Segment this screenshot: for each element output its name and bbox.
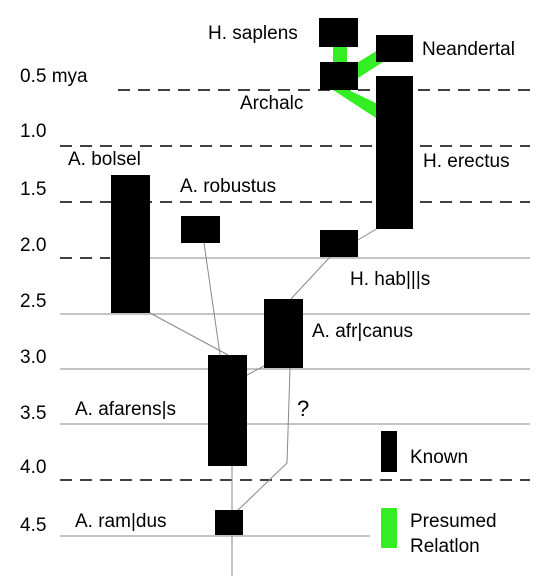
legend-label: Presumed xyxy=(410,511,497,532)
time-label: 3.5 xyxy=(20,403,46,424)
legend-known-swatch xyxy=(381,431,397,472)
taxon-range xyxy=(320,230,358,257)
taxon-range xyxy=(264,299,303,368)
taxon-range xyxy=(181,216,220,243)
unknown-link-mark: ? xyxy=(297,396,309,421)
time-label: 2.5 xyxy=(20,291,46,312)
presumed-link xyxy=(330,86,378,118)
taxon-label: H. erectus xyxy=(423,151,510,172)
legend-label: Relatlon xyxy=(410,536,480,557)
taxon-range xyxy=(111,175,150,313)
taxon-range xyxy=(215,510,243,535)
time-label: 1.0 xyxy=(20,121,46,142)
time-label: 4.0 xyxy=(20,457,46,478)
legend-presumed-swatch xyxy=(381,508,397,548)
legend-label: Known xyxy=(410,447,468,468)
taxon-label: A. bolsel xyxy=(68,149,141,170)
taxon-range xyxy=(376,35,413,62)
taxon-label: Neandertal xyxy=(422,39,515,60)
taxon-label: Archalc xyxy=(240,93,303,114)
relation-line xyxy=(149,312,229,356)
presumed-link xyxy=(333,46,347,63)
relation-line xyxy=(246,365,265,376)
relation-line xyxy=(235,367,291,513)
taxon-label: A. afarens|s xyxy=(75,399,176,420)
taxon-range xyxy=(320,62,358,90)
relation-line xyxy=(289,256,331,301)
taxon-range xyxy=(208,355,247,466)
taxon-label: H. hab|||s xyxy=(350,269,430,290)
taxon-range xyxy=(319,18,358,47)
time-label: 3.0 xyxy=(20,347,46,368)
taxon-label: H. saplens xyxy=(208,23,298,44)
time-label: 4.5 xyxy=(20,515,46,536)
time-label: 0.5 mya xyxy=(20,66,88,87)
taxon-label: A. ram|dus xyxy=(75,511,167,532)
taxon-label: A. afr|canus xyxy=(312,321,413,342)
taxon-label: A. robustus xyxy=(180,176,276,197)
relation-line xyxy=(357,227,379,241)
time-label: 2.0 xyxy=(20,235,46,256)
time-label: 1.5 xyxy=(20,179,46,200)
taxon-range xyxy=(376,76,413,229)
